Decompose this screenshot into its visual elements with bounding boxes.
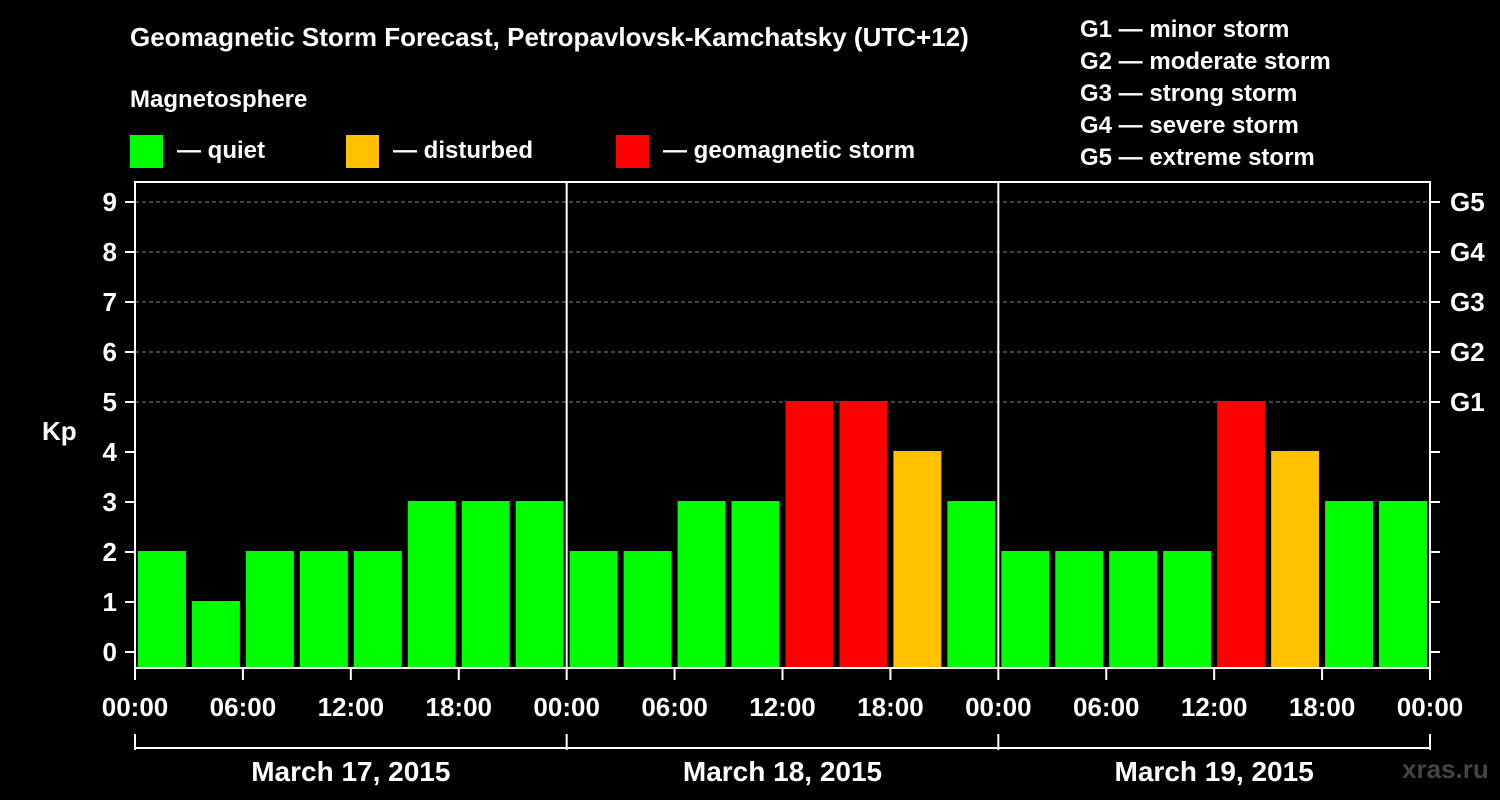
kp-bar	[191, 601, 240, 668]
kp-bar	[947, 501, 996, 668]
kp-bar	[138, 551, 186, 668]
kp-bar	[1217, 401, 1266, 668]
kp-bar	[623, 551, 672, 668]
y-tick-label: 1	[103, 587, 117, 617]
kp-bar	[245, 551, 294, 668]
chart-title: Geomagnetic Storm Forecast, Petropavlovs…	[130, 22, 969, 52]
storm-scale-g5: G5 — extreme storm	[1080, 144, 1315, 171]
x-tick-label: 12:00	[749, 692, 816, 722]
kp-bar	[569, 551, 618, 668]
y-tick-label: 9	[103, 187, 117, 217]
x-tick-label: 06:00	[210, 692, 277, 722]
kp-bar	[1001, 551, 1050, 668]
kp-bar	[1325, 501, 1374, 668]
x-tick-label: 18:00	[426, 692, 493, 722]
right-axis-label-g2: G2	[1450, 337, 1485, 367]
kp-bar	[353, 551, 402, 668]
x-tick-label: 12:00	[318, 692, 385, 722]
kp-bar	[461, 501, 510, 668]
x-tick-label: 00:00	[533, 692, 600, 722]
right-axis-label-g3: G3	[1450, 287, 1485, 317]
storm-scale-list: G1 — minor storm G2 — moderate storm G3 …	[1080, 14, 1331, 174]
legend-item-quiet: — quiet	[130, 134, 265, 168]
storm-scale-g2: G2 — moderate storm	[1080, 48, 1331, 75]
day-label: March 18, 2015	[683, 756, 882, 787]
x-tick-label: 06:00	[641, 692, 708, 722]
kp-bar	[677, 501, 726, 668]
right-axis-label-g4: G4	[1450, 237, 1485, 267]
kp-bar	[515, 501, 564, 668]
y-tick-label: 8	[103, 237, 117, 267]
kp-bar	[1055, 551, 1104, 668]
x-tick-label: 00:00	[965, 692, 1032, 722]
legend-label-storm: — geomagnetic storm	[663, 137, 916, 164]
kp-bar	[839, 401, 888, 668]
x-tick-label: 12:00	[1181, 692, 1248, 722]
x-tick-label: 18:00	[1289, 692, 1356, 722]
storm-scale-g4: G4 — severe storm	[1080, 112, 1299, 139]
y-tick-label: 2	[103, 537, 117, 567]
legend-label-disturbed: — disturbed	[393, 137, 534, 164]
y-tick-label: 6	[103, 337, 117, 367]
x-tick-label: 06:00	[1073, 692, 1140, 722]
kp-bar	[1109, 551, 1158, 668]
y-tick-label: 4	[103, 437, 118, 467]
x-tick-label: 00:00	[102, 692, 169, 722]
y-tick-label: 7	[103, 287, 117, 317]
y-tick-label: 0	[103, 637, 117, 667]
day-label: March 19, 2015	[1115, 756, 1314, 787]
legend-item-storm: — geomagnetic storm	[616, 134, 915, 168]
y-tick-label: 3	[103, 487, 117, 517]
kp-bar	[1163, 551, 1212, 668]
kp-bar	[1271, 451, 1320, 668]
legend-swatch-storm	[616, 134, 649, 168]
x-tick-label: 18:00	[857, 692, 924, 722]
kp-bar	[299, 551, 348, 668]
legend-label-quiet: — quiet	[177, 137, 265, 164]
right-axis-label-g5: G5	[1450, 187, 1485, 217]
legend-item-disturbed: — disturbed	[346, 134, 533, 168]
legend-swatch-disturbed	[346, 134, 379, 168]
storm-scale-g3: G3 — strong storm	[1080, 80, 1298, 107]
kp-bar	[1379, 501, 1427, 668]
right-axis-label-g1: G1	[1450, 387, 1485, 417]
watermark: xras.ru	[1402, 754, 1489, 784]
kp-bar	[893, 451, 942, 668]
kp-bar	[731, 501, 780, 668]
kp-bar	[407, 501, 456, 668]
legend-swatch-quiet	[130, 134, 163, 168]
day-label: March 17, 2015	[251, 756, 450, 787]
legend-heading: Magnetosphere	[130, 86, 308, 113]
kp-bar	[785, 401, 834, 668]
x-tick-label: 00:00	[1397, 692, 1464, 722]
y-axis-label: Kp	[42, 416, 77, 446]
storm-scale-g1: G1 — minor storm	[1080, 16, 1290, 43]
y-tick-label: 5	[103, 387, 117, 417]
